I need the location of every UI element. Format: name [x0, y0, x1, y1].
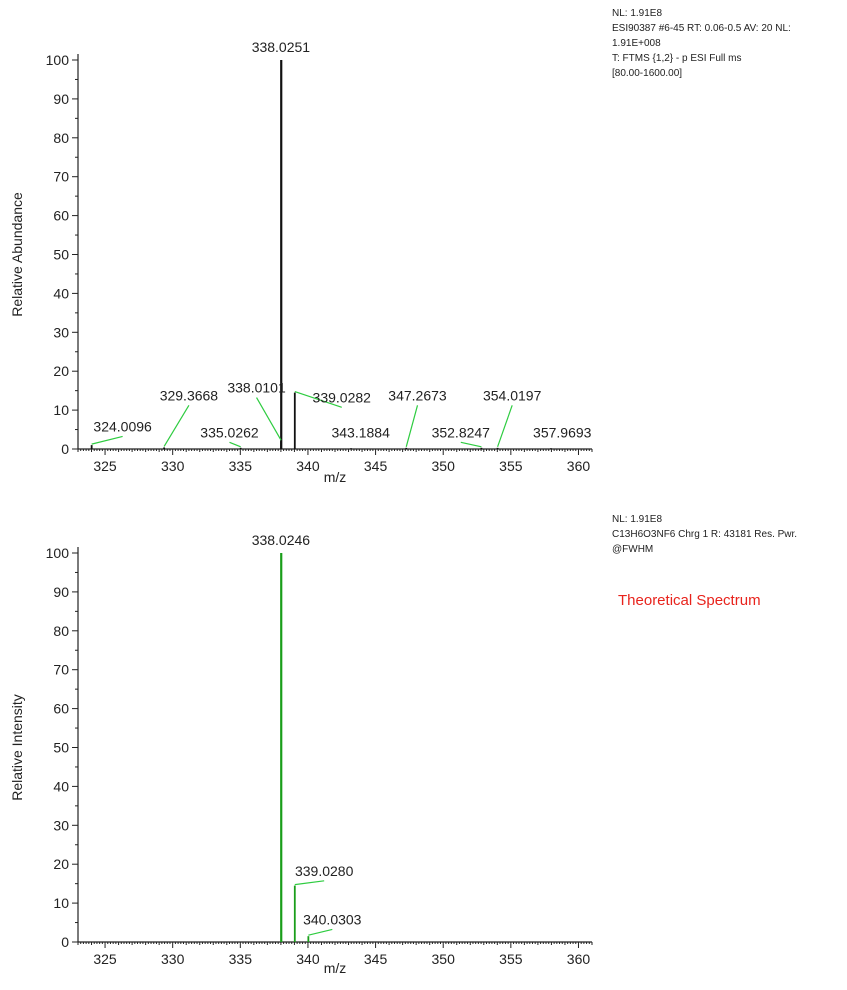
peak-leader-line	[294, 391, 342, 408]
y-tick-label: 90	[53, 584, 69, 600]
x-tick-label: 360	[567, 458, 591, 474]
y-tick-label: 60	[53, 208, 69, 224]
peak-label: 352.8247	[432, 424, 491, 440]
y-axis-title: Relative Intensity	[9, 694, 25, 801]
peak-label: 354.0197	[483, 387, 542, 403]
peak-leader-line	[294, 880, 325, 886]
x-tick-label: 340	[296, 458, 320, 474]
peak-label: 347.2673	[388, 387, 447, 403]
y-tick-label: 40	[53, 285, 69, 301]
x-tick-label: 350	[432, 458, 456, 474]
x-tick-label: 340	[296, 951, 320, 967]
peak-label: 340.0303	[303, 911, 362, 927]
y-tick-label: 40	[53, 778, 69, 794]
x-tick-label: 350	[432, 951, 456, 967]
x-axis-title: m/z	[324, 960, 347, 976]
y-tick-label: 90	[53, 91, 69, 107]
y-tick-label: 80	[53, 623, 69, 639]
x-tick-label: 345	[364, 951, 388, 967]
y-tick-label: 0	[61, 441, 69, 457]
y-tick-label: 80	[53, 130, 69, 146]
peak-label: 324.0096	[93, 418, 152, 434]
y-tick-label: 50	[53, 247, 69, 263]
peak-leader-line	[163, 405, 190, 447]
peak-leader-line	[460, 441, 482, 448]
peak-leader-line	[91, 435, 123, 445]
y-tick-label: 10	[53, 895, 69, 911]
y-tick-label: 70	[53, 169, 69, 185]
x-tick-label: 345	[364, 458, 388, 474]
x-tick-label: 330	[161, 951, 185, 967]
peak-label: 343.1884	[331, 424, 390, 440]
x-tick-label: 325	[93, 951, 117, 967]
theoretical-info-block: NL: 1.91E8 C13H6O3NF6 Chrg 1 R: 43181 Re…	[612, 512, 797, 557]
peak-leader-line	[405, 405, 419, 447]
y-tick-label: 50	[53, 740, 69, 756]
info-line: ESI90387 #6-45 RT: 0.06-0.5 AV: 20 NL:	[612, 23, 791, 34]
info-line: NL: 1.91E8	[612, 8, 663, 19]
y-tick-label: 30	[53, 817, 69, 833]
x-tick-label: 360	[567, 951, 591, 967]
info-line: [80.00-1600.00]	[612, 68, 683, 79]
y-tick-label: 10	[53, 402, 69, 418]
experimental-info-block: NL: 1.91E8 ESI90387 #6-45 RT: 0.06-0.5 A…	[612, 6, 791, 81]
x-axis-title: m/z	[324, 469, 347, 485]
peak-label: 338.0101	[227, 380, 286, 396]
info-line: T: FTMS {1,2} - p ESI Full ms	[612, 53, 742, 64]
info-line: @FWHM	[612, 544, 654, 555]
y-axis-title: Relative Abundance	[9, 192, 25, 317]
info-line: NL: 1.91E8	[612, 514, 663, 525]
peak-leader-line	[229, 441, 241, 448]
peak-label: 335.0262	[200, 424, 259, 440]
peak-leader-line	[497, 405, 513, 448]
peak-leader-line	[308, 928, 333, 936]
y-tick-label: 70	[53, 662, 69, 678]
peak-label: 357.9693	[533, 424, 592, 440]
y-tick-label: 0	[61, 934, 69, 950]
info-line: 1.91E+008	[612, 38, 661, 49]
peak-label: 329.3668	[160, 387, 219, 403]
peak-leader-line	[256, 397, 282, 441]
x-tick-label: 335	[229, 951, 253, 967]
theoretical-spectrum-title: Theoretical Spectrum	[618, 592, 761, 609]
y-tick-label: 100	[46, 545, 70, 561]
x-tick-label: 325	[93, 458, 117, 474]
y-tick-label: 30	[53, 324, 69, 340]
info-line: C13H6O3NF6 Chrg 1 R: 43181 Res. Pwr.	[612, 529, 798, 540]
y-tick-label: 60	[53, 701, 69, 717]
y-tick-label: 20	[53, 856, 69, 872]
peak-label: 339.0280	[295, 863, 354, 879]
x-tick-label: 330	[161, 458, 185, 474]
y-tick-label: 100	[46, 52, 70, 68]
x-tick-label: 355	[499, 458, 523, 474]
x-tick-label: 335	[229, 458, 253, 474]
x-tick-label: 355	[499, 951, 523, 967]
spectrum-plot-2: 0 10 20 30 40 50 60 70 80 90 100 325 330 335 340 345 350…	[9, 532, 593, 976]
peak-label: 338.0246	[252, 532, 311, 548]
spectrum-plot-1: 0 10 20 30 40 50 60 70 80 90 100 325 330 335 340 345 350…	[9, 39, 593, 485]
peak-label: 339.0282	[313, 389, 372, 405]
peak-label: 338.0251	[252, 39, 311, 55]
y-tick-label: 20	[53, 363, 69, 379]
